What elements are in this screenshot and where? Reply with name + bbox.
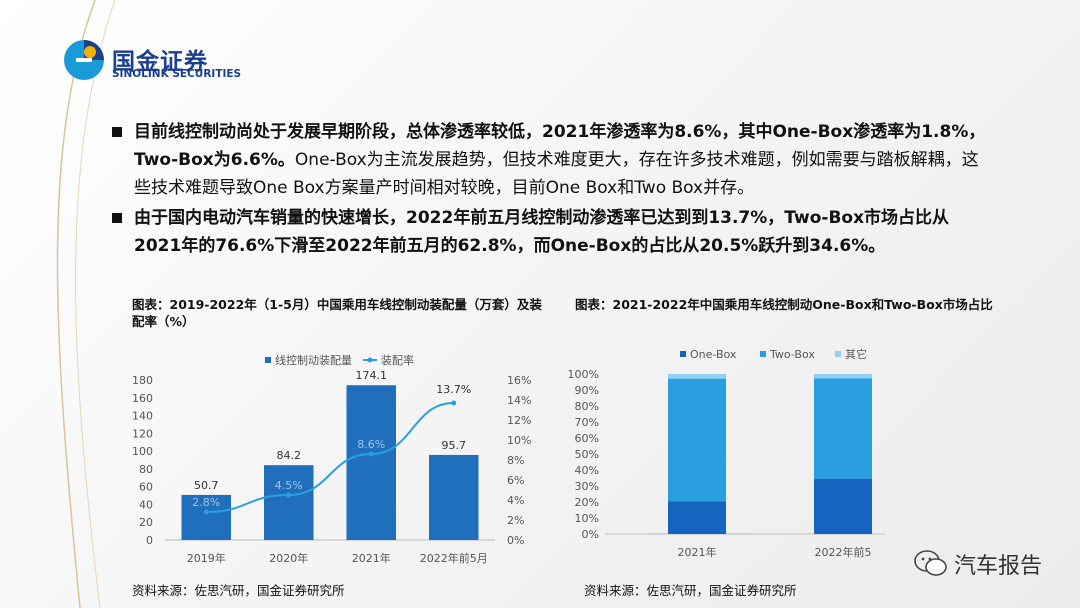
- y-tick-right-label: 6%: [507, 474, 524, 487]
- y-tick-right-label: 16%: [507, 374, 531, 387]
- y-tick-left-label: 140: [132, 410, 153, 423]
- y-tick-label: 50%: [575, 448, 599, 461]
- y-tick-label: 80%: [575, 400, 599, 413]
- bullet-2-bold: 由于国内电动汽车销量的快速增长，2022年前五月线控制动渗透率已达到到13.7%…: [134, 208, 950, 256]
- stacked-bar-segment: [814, 374, 872, 379]
- bullet-item-1: 目前线控制动尚处于发展早期阶段，总体渗透率较低，2021年渗透率为8.6%，其中…: [112, 118, 992, 202]
- y-tick-right-label: 8%: [507, 454, 524, 467]
- y-tick-label: 10%: [575, 512, 599, 525]
- watermark: 汽车报告: [914, 548, 1042, 580]
- stacked-bar-segment: [668, 501, 726, 534]
- x-tick-label: 2019年: [187, 551, 226, 565]
- bar-value-label: 174.1: [356, 369, 388, 382]
- x-tick-label: 2021年: [352, 551, 391, 565]
- x-tick-label: 2022年前5月: [420, 551, 488, 565]
- y-tick-right-label: 0%: [507, 534, 524, 547]
- legend-bar-swatch: [265, 357, 271, 363]
- bar: [346, 385, 396, 540]
- right-chart-title: 图表：2021-2022年中国乘用车线控制动One-Box和Two-Box市场占…: [575, 297, 993, 312]
- bar-value-label: 95.7: [442, 439, 467, 452]
- brand-name-cn: 国金证券: [112, 49, 208, 75]
- y-tick-right-label: 10%: [507, 434, 531, 447]
- y-tick-right-label: 14%: [507, 394, 531, 407]
- right-chart: 0% 10% 20% 30% 40% 50% 60% 70% 80% 90% 100% 2021年 20…: [568, 347, 885, 559]
- wechat-icon: [914, 550, 947, 576]
- stacked-bar-segment: [668, 378, 726, 502]
- y-tick-left-label: 0: [146, 534, 153, 547]
- legend-label: One-Box: [690, 348, 737, 361]
- bullet-1-bold: 目前线控制动尚处于发展早期阶段，总体渗透率较低，2021年渗透率为8.6%，其中…: [134, 122, 986, 170]
- bar: [264, 465, 314, 540]
- line-point: [368, 451, 374, 457]
- line-point: [451, 400, 457, 406]
- left-chart-title: 图表：2019-2022年（1-5月）中国乘用车线控制动装配量（万套）及装配率（…: [132, 297, 542, 329]
- line-value-label: 13.7%: [436, 383, 471, 396]
- y-tick-label: 60%: [575, 432, 599, 445]
- bar-value-label: 84.2: [277, 449, 302, 462]
- legend-line-label: 装配率: [381, 353, 414, 367]
- line-value-label: 8.6%: [357, 438, 385, 451]
- line-series: [206, 402, 454, 513]
- y-tick-left-label: 120: [132, 427, 153, 440]
- right-source: 资料来源：佐思汽研，国金证券研究所: [584, 583, 797, 598]
- x-tick-label: 2022年前5: [815, 545, 872, 559]
- legend-swatch: [835, 351, 841, 357]
- bullet-1-normal: One-Box为主流发展趋势，但技术难度更大，存在许多技术难题，例如需要与踏板解…: [134, 150, 979, 198]
- y-tick-left-label: 80: [139, 463, 153, 476]
- y-tick-right-label: 2%: [507, 514, 524, 527]
- stacked-bar-segment: [814, 378, 872, 479]
- bar-value-label: 50.7: [194, 479, 219, 492]
- legend-swatch: [760, 351, 766, 357]
- y-tick-left-label: 180: [132, 374, 153, 387]
- bullet-square-icon: [112, 127, 122, 137]
- bar: [429, 454, 479, 540]
- bar: [181, 494, 231, 540]
- legend-swatch: [680, 351, 686, 357]
- legend-label: Two-Box: [769, 348, 815, 361]
- y-tick-label: 30%: [575, 480, 599, 493]
- stacked-bar-segment: [668, 374, 726, 379]
- y-tick-left-label: 160: [132, 392, 153, 405]
- watermark-text: 汽车报告: [953, 554, 1042, 579]
- y-tick-label: 100%: [568, 368, 599, 381]
- y-tick-left-label: 20: [139, 516, 153, 529]
- y-tick-label: 90%: [575, 384, 599, 397]
- y-tick-label: 0%: [582, 528, 599, 541]
- y-tick-left-label: 40: [139, 498, 153, 511]
- y-tick-left-label: 60: [139, 481, 153, 494]
- y-tick-right-label: 4%: [507, 494, 524, 507]
- brand-name-en: SINOLINK SECURITIES: [112, 68, 242, 80]
- logo-icon: [64, 40, 104, 80]
- legend-bar-label: 线控制动装配量: [275, 353, 352, 367]
- line-value-label: 4.5%: [275, 479, 303, 492]
- brand-logo: [62, 38, 106, 82]
- left-source: 资料来源：佐思汽研，国金证券研究所: [132, 583, 345, 598]
- legend-label: 其它: [845, 347, 867, 361]
- line-value-label: 2.8%: [192, 496, 220, 509]
- left-chart: 0 20 40 60 80 100 120 140 160 180 0% 2% 4% 6% 8% 10% 12%…: [132, 353, 531, 565]
- x-tick-label: 2020年: [269, 551, 308, 565]
- bullet-list: 目前线控制动尚处于发展早期阶段，总体渗透率较低，2021年渗透率为8.6%，其中…: [112, 118, 992, 262]
- bullet-square-icon: [112, 213, 122, 223]
- y-tick-label: 20%: [575, 496, 599, 509]
- y-tick-label: 70%: [575, 416, 599, 429]
- legend-line-marker: [367, 357, 373, 363]
- stacked-bar-segment: [814, 478, 872, 534]
- line-point: [203, 509, 209, 515]
- x-tick-label: 2021年: [678, 545, 717, 559]
- y-tick-left-label: 100: [132, 445, 153, 458]
- line-point: [286, 492, 292, 498]
- y-tick-right-label: 12%: [507, 414, 531, 427]
- bullet-item-2: 由于国内电动汽车销量的快速增长，2022年前五月线控制动渗透率已达到到13.7%…: [112, 204, 992, 260]
- y-tick-label: 40%: [575, 464, 599, 477]
